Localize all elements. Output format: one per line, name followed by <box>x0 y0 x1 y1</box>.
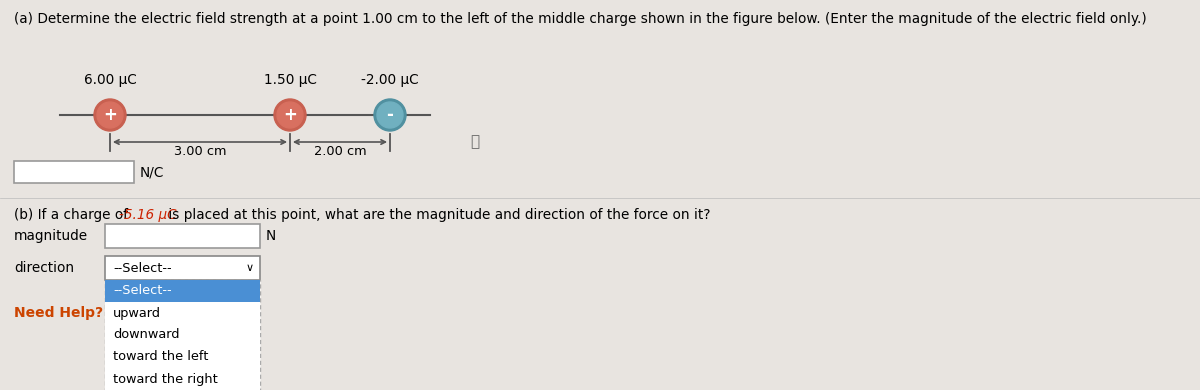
Circle shape <box>274 99 306 131</box>
Text: -2.00 μC: -2.00 μC <box>361 73 419 87</box>
Text: 1.50 μC: 1.50 μC <box>264 73 317 87</box>
Text: +: + <box>103 106 116 124</box>
Circle shape <box>277 102 302 128</box>
Circle shape <box>97 102 124 128</box>
Text: +: + <box>283 106 296 124</box>
FancyBboxPatch shape <box>106 256 260 280</box>
Text: direction: direction <box>14 261 74 275</box>
Circle shape <box>377 102 403 128</box>
Circle shape <box>374 99 406 131</box>
Text: magnitude: magnitude <box>14 229 88 243</box>
Text: downward: downward <box>113 328 180 342</box>
FancyBboxPatch shape <box>106 280 260 302</box>
Text: toward the right: toward the right <box>113 372 217 385</box>
Text: toward the left: toward the left <box>113 351 209 363</box>
Text: --Select--: --Select-- <box>113 284 172 298</box>
Text: N: N <box>266 229 276 243</box>
Text: (a) Determine the electric field strength at a point 1.00 cm to the left of the : (a) Determine the electric field strengt… <box>14 12 1147 26</box>
FancyBboxPatch shape <box>106 302 260 324</box>
Text: ∨: ∨ <box>246 263 254 273</box>
Text: N/C: N/C <box>140 165 164 179</box>
Text: 2.00 cm: 2.00 cm <box>313 145 366 158</box>
Text: -5.16 μC: -5.16 μC <box>120 208 178 222</box>
FancyBboxPatch shape <box>106 324 260 346</box>
Text: -: - <box>386 106 394 124</box>
FancyBboxPatch shape <box>106 280 260 390</box>
Text: is placed at this point, what are the magnitude and direction of the force on it: is placed at this point, what are the ma… <box>164 208 710 222</box>
Text: (b) If a charge of: (b) If a charge of <box>14 208 132 222</box>
FancyBboxPatch shape <box>106 346 260 368</box>
FancyBboxPatch shape <box>106 224 260 248</box>
Text: Need Help?: Need Help? <box>14 306 103 320</box>
Text: 3.00 cm: 3.00 cm <box>174 145 227 158</box>
Circle shape <box>94 99 126 131</box>
Text: upward: upward <box>113 307 161 319</box>
Text: ⓘ: ⓘ <box>470 135 480 149</box>
Text: 6.00 μC: 6.00 μC <box>84 73 137 87</box>
FancyBboxPatch shape <box>14 161 134 183</box>
FancyBboxPatch shape <box>106 368 260 390</box>
Text: --Select--: --Select-- <box>113 262 172 275</box>
